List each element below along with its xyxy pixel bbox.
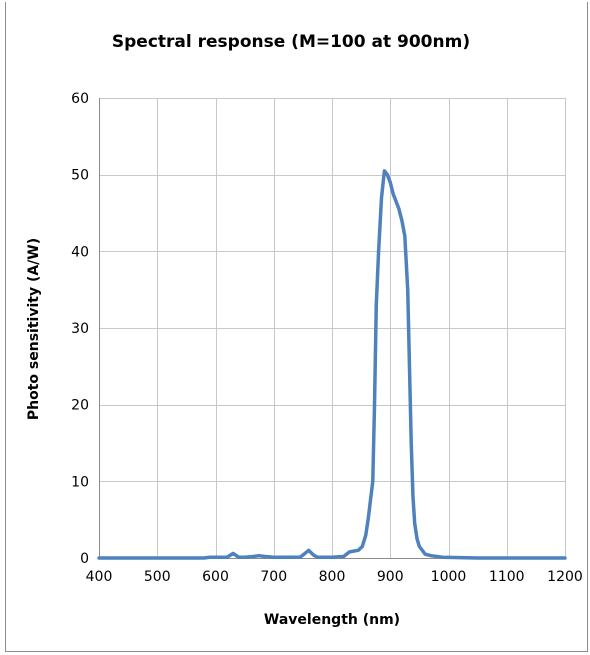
y-tick-label: 0 <box>80 551 89 567</box>
x-tick-label: 1100 <box>489 569 525 585</box>
y-tick-label: 10 <box>71 474 89 490</box>
gridlines <box>99 98 566 558</box>
y-tick-label: 50 <box>71 168 89 184</box>
series-line <box>97 169 567 560</box>
x-tick-labels: 400 500 600 700 800 900 1000 1100 1200 <box>86 569 583 585</box>
series <box>97 169 567 560</box>
chart-frame: Spectral response (M=100 at 900nm) 0 10 20… <box>5 2 588 652</box>
spectral-response-chart: Spectral response (M=100 at 900nm) 0 10 20… <box>26 32 583 628</box>
x-tick-label: 600 <box>202 569 229 585</box>
x-axis-title: Wavelength (nm) <box>264 612 400 628</box>
x-tick-label: 400 <box>86 569 113 585</box>
y-axis-title: Photo sensitivity (A/W) <box>26 238 42 420</box>
y-tick-label: 40 <box>71 244 89 260</box>
y-tick-label: 60 <box>71 91 89 107</box>
y-tick-labels: 0 10 20 30 40 50 60 <box>71 91 89 567</box>
y-tick-label: 20 <box>71 398 89 414</box>
y-tick-label: 30 <box>71 321 89 337</box>
x-tick-label: 700 <box>260 569 287 585</box>
x-tick-label: 500 <box>144 569 171 585</box>
x-tick-label: 1000 <box>431 569 467 585</box>
x-tick-label: 1200 <box>547 569 583 585</box>
x-tick-label: 800 <box>319 569 346 585</box>
chart-title: Spectral response (M=100 at 900nm) <box>112 32 470 52</box>
x-tick-label: 900 <box>377 569 404 585</box>
